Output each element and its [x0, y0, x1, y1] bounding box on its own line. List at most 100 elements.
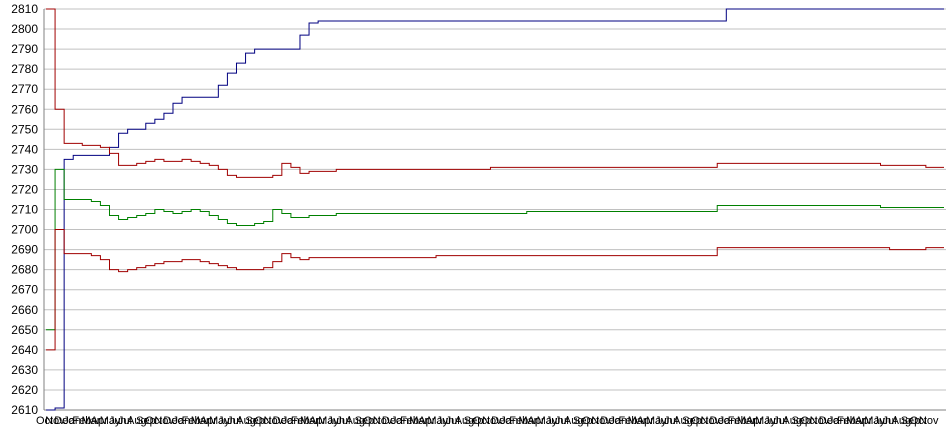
- x-tick-label: Jan: [63, 415, 81, 427]
- x-tick-label: Dec: [163, 415, 183, 427]
- x-tick-label: Apr: [418, 415, 435, 427]
- x-tick-label: May: [646, 415, 667, 427]
- x-tick-label: Mar: [300, 415, 319, 427]
- x-tick-label: Jun: [327, 415, 345, 427]
- x-tick-label: Apr: [746, 415, 763, 427]
- x-tick-label: May: [100, 415, 121, 427]
- x-tick-label: Dec: [54, 415, 74, 427]
- x-tick-label: May: [864, 415, 885, 427]
- x-tick-label: Nov: [810, 415, 830, 427]
- x-tick-label: May: [755, 415, 776, 427]
- x-tick-label: Oct: [910, 415, 927, 427]
- y-tick-label: 2700: [11, 223, 38, 237]
- x-tick-label: May: [537, 415, 558, 427]
- x-tick-label: Jun: [218, 415, 236, 427]
- x-tick-label: Feb: [619, 415, 638, 427]
- x-tick-label: Aug: [564, 415, 584, 427]
- x-tick-label: Sep: [901, 415, 921, 427]
- y-tick-label: 2790: [11, 42, 38, 56]
- x-tick-label: Jan: [500, 415, 518, 427]
- x-tick-label: Aug: [892, 415, 912, 427]
- y-tick-label: 2720: [11, 182, 38, 196]
- x-tick-label: Mar: [409, 415, 428, 427]
- x-tick-label: Oct: [582, 415, 599, 427]
- x-tick-label: Nov: [373, 415, 393, 427]
- x-tick-label: Feb: [291, 415, 310, 427]
- y-tick-label: 2780: [11, 62, 38, 76]
- x-tick-label: Sep: [136, 415, 156, 427]
- x-tick-label: Oct: [364, 415, 381, 427]
- y-tick-label: 2760: [11, 102, 38, 116]
- x-tick-label: Apr: [309, 415, 326, 427]
- x-tick-label: Sep: [791, 415, 811, 427]
- x-tick-label: Feb: [837, 415, 856, 427]
- x-tick-label: Feb: [728, 415, 747, 427]
- x-tick-label: Dec: [600, 415, 620, 427]
- x-tick-label: Nov: [919, 415, 939, 427]
- y-tick-label: 2660: [11, 303, 38, 317]
- x-tick-label: Sep: [573, 415, 593, 427]
- x-tick-label: Apr: [855, 415, 872, 427]
- x-tick-label: Nov: [154, 415, 174, 427]
- y-tick-label: 2750: [11, 122, 38, 136]
- x-tick-label: Mar: [518, 415, 537, 427]
- x-tick-label: Aug: [455, 415, 475, 427]
- x-tick-label: Aug: [127, 415, 147, 427]
- y-tick-label: 2730: [11, 162, 38, 176]
- x-tick-label: Jul: [227, 415, 241, 427]
- x-tick-label: Jul: [336, 415, 350, 427]
- x-tick-label: Jan: [282, 415, 300, 427]
- x-tick-label: Feb: [182, 415, 201, 427]
- x-tick-label: Jul: [882, 415, 896, 427]
- y-tick-label: 2640: [11, 343, 38, 357]
- x-tick-label: May: [318, 415, 339, 427]
- x-tick-label: Feb: [72, 415, 91, 427]
- x-tick-label: May: [427, 415, 448, 427]
- y-tick-label: 2650: [11, 323, 38, 337]
- x-tick-label: Jul: [555, 415, 569, 427]
- x-tick-label: Oct: [36, 415, 53, 427]
- x-tick-label: Dec: [382, 415, 402, 427]
- x-tick-label: Nov: [45, 415, 65, 427]
- x-tick-label: Dec: [491, 415, 511, 427]
- x-tick-label: Aug: [782, 415, 802, 427]
- y-tick-label: 2770: [11, 82, 38, 96]
- x-tick-label: Jul: [118, 415, 132, 427]
- x-tick-label: Nov: [591, 415, 611, 427]
- x-tick-label: Jun: [764, 415, 782, 427]
- x-tick-label: Nov: [482, 415, 502, 427]
- x-tick-label: Feb: [509, 415, 528, 427]
- y-tick-label: 2710: [11, 203, 38, 217]
- x-tick-label: Jul: [446, 415, 460, 427]
- y-tick-label: 2670: [11, 283, 38, 297]
- x-tick-label: Dec: [710, 415, 730, 427]
- x-tick-label: Oct: [691, 415, 708, 427]
- x-tick-label: Mar: [191, 415, 210, 427]
- x-tick-label: Apr: [637, 415, 654, 427]
- series-line-4: [46, 229, 944, 351]
- x-tick-label: May: [209, 415, 230, 427]
- x-tick-label: Apr: [528, 415, 545, 427]
- y-tick-label: 2800: [11, 22, 38, 36]
- x-tick-label: Sep: [355, 415, 375, 427]
- y-tick-label: 2690: [11, 243, 38, 257]
- x-tick-label: Jul: [664, 415, 678, 427]
- x-tick-label: Aug: [345, 415, 365, 427]
- y-tick-label: 2620: [11, 383, 38, 397]
- y-tick-label: 2630: [11, 363, 38, 377]
- x-tick-label: Oct: [254, 415, 271, 427]
- x-tick-label: Jul: [773, 415, 787, 427]
- x-tick-label: Jan: [828, 415, 846, 427]
- x-tick-label: Sep: [245, 415, 265, 427]
- x-tick-label: Aug: [236, 415, 256, 427]
- y-tick-label: 2680: [11, 263, 38, 277]
- x-tick-label: Jun: [436, 415, 454, 427]
- x-tick-label: Jan: [609, 415, 627, 427]
- x-tick-label: Mar: [846, 415, 865, 427]
- series-lines: [46, 8, 944, 411]
- x-tick-label: Sep: [682, 415, 702, 427]
- y-tick-label: 2610: [11, 403, 38, 417]
- x-tick-label: Nov: [264, 415, 284, 427]
- x-tick-label: Jan: [391, 415, 409, 427]
